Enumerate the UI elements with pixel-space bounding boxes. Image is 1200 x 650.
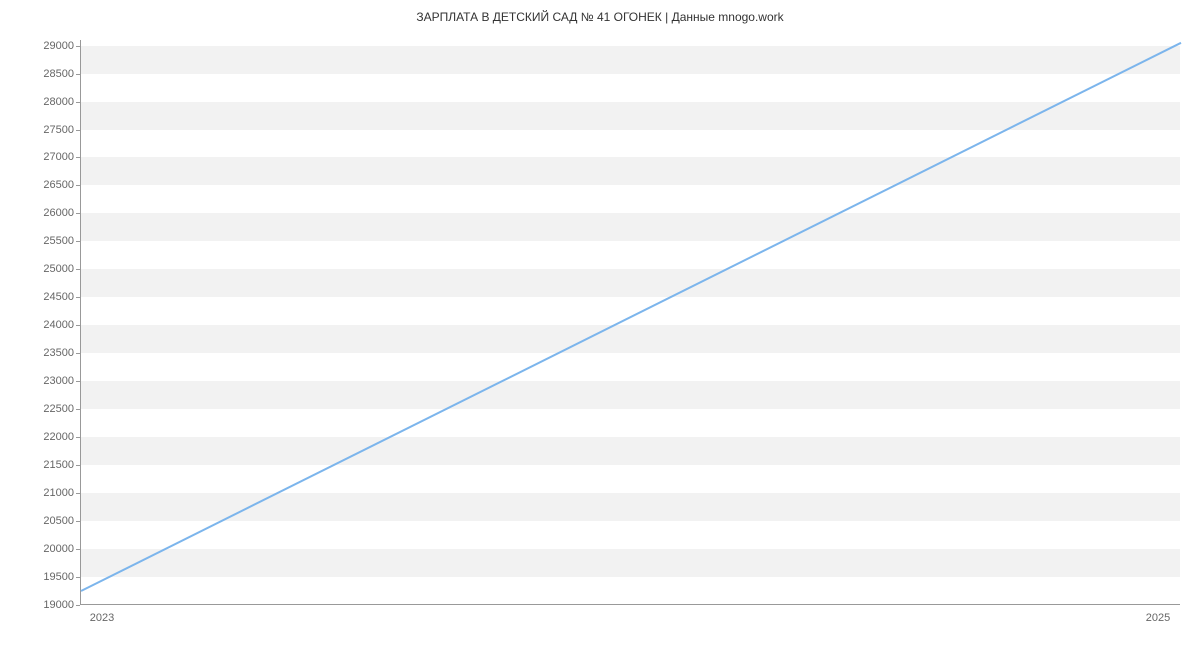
y-tick-label: 22500 (43, 403, 74, 415)
y-tick-label: 19500 (43, 571, 74, 583)
y-tick-label: 25500 (43, 235, 74, 247)
x-tick-label: 2023 (90, 612, 114, 624)
y-tick-mark (76, 130, 80, 131)
y-tick-label: 20500 (43, 515, 74, 527)
y-tick-mark (76, 185, 80, 186)
y-tick-label: 21000 (43, 487, 74, 499)
x-tick-label: 2025 (1146, 612, 1170, 624)
y-tick-mark (76, 577, 80, 578)
y-tick-mark (76, 325, 80, 326)
y-tick-mark (76, 46, 80, 47)
y-tick-label: 25000 (43, 263, 74, 275)
y-tick-label: 27500 (43, 124, 74, 136)
y-tick-label: 21500 (43, 459, 74, 471)
y-tick-mark (76, 521, 80, 522)
y-tick-mark (76, 605, 80, 606)
y-tick-label: 24500 (43, 291, 74, 303)
y-tick-label: 29000 (43, 40, 74, 52)
y-tick-label: 26000 (43, 207, 74, 219)
line-series (81, 40, 1180, 604)
y-tick-mark (76, 213, 80, 214)
y-tick-mark (76, 74, 80, 75)
y-tick-mark (76, 493, 80, 494)
y-tick-label: 27000 (43, 151, 74, 163)
y-tick-mark (76, 102, 80, 103)
y-tick-mark (76, 157, 80, 158)
plot-area (80, 40, 1180, 605)
y-tick-mark (76, 549, 80, 550)
y-tick-label: 22000 (43, 431, 74, 443)
y-tick-mark (76, 381, 80, 382)
y-tick-mark (76, 465, 80, 466)
y-tick-mark (76, 241, 80, 242)
y-tick-label: 26500 (43, 179, 74, 191)
y-tick-mark (76, 269, 80, 270)
y-tick-label: 23000 (43, 375, 74, 387)
y-tick-mark (76, 409, 80, 410)
y-tick-label: 28500 (43, 68, 74, 80)
y-tick-mark (76, 353, 80, 354)
y-tick-label: 23500 (43, 347, 74, 359)
chart-title: ЗАРПЛАТА В ДЕТСКИЙ САД № 41 ОГОНЕК | Дан… (0, 10, 1200, 24)
y-tick-label: 28000 (43, 96, 74, 108)
y-tick-label: 24000 (43, 319, 74, 331)
y-tick-mark (76, 437, 80, 438)
y-tick-label: 20000 (43, 543, 74, 555)
y-tick-label: 19000 (43, 599, 74, 611)
y-tick-mark (76, 297, 80, 298)
